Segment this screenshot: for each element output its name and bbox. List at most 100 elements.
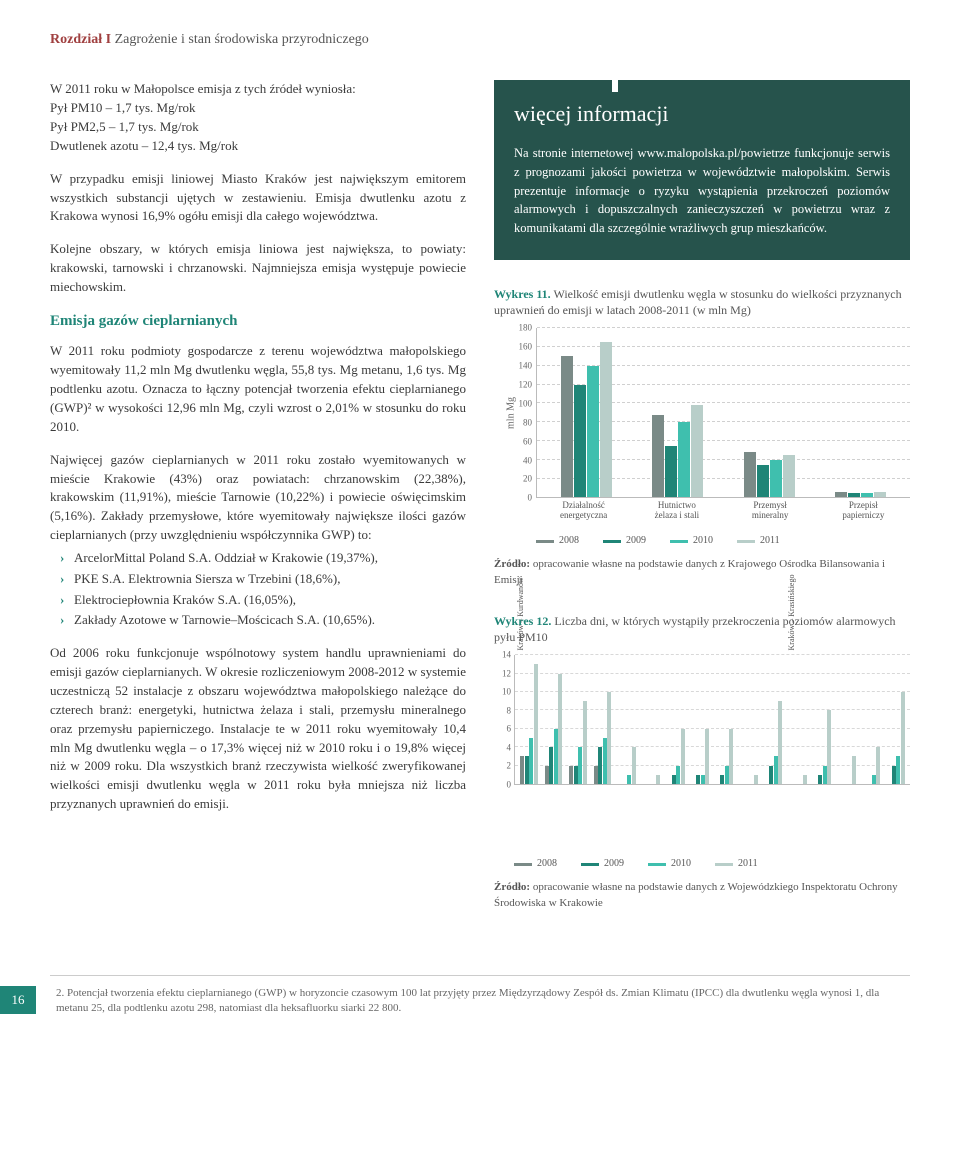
- bar: [872, 775, 876, 784]
- para-3: Kolejne obszary, w których emisja liniow…: [50, 240, 466, 297]
- para-6: Od 2006 roku funkcjonuje wspólnotowy sys…: [50, 644, 466, 814]
- bar: [701, 775, 705, 784]
- bar: [545, 766, 549, 784]
- bar: [835, 492, 847, 498]
- bar: [569, 766, 573, 784]
- legend-item: 2008: [514, 857, 557, 872]
- bar-group: [810, 655, 834, 784]
- ytick: 80: [523, 416, 532, 429]
- bar: [656, 775, 660, 784]
- bar: [529, 738, 533, 784]
- ytick: 14: [502, 649, 511, 662]
- ytick: 6: [507, 723, 512, 736]
- bar: [587, 366, 599, 497]
- bar: [665, 446, 677, 498]
- legend-item: 2011: [737, 534, 780, 549]
- ytick: 10: [502, 686, 511, 699]
- bar: [769, 766, 773, 784]
- chart12-title: Wykres 12. Liczba dni, w których wystąpi…: [494, 613, 910, 645]
- bar-group: [664, 655, 688, 784]
- list-item: Zakłady Azotowe w Tarnowie–Mościcach S.A…: [74, 611, 466, 630]
- chart11: mln Mg020406080100120140160180Działalnoś…: [494, 328, 910, 549]
- bar: [691, 405, 703, 497]
- footer: 16 2. Potencjał tworzenia efektu cieplar…: [50, 975, 910, 1016]
- bar: [561, 356, 573, 497]
- bar: [676, 766, 680, 784]
- bar-group: [639, 655, 663, 784]
- bar: [574, 385, 586, 498]
- bar: [627, 775, 631, 784]
- chart11-ylabel: mln Mg: [505, 397, 520, 429]
- para-4: W 2011 roku podmioty gospodarcze z teren…: [50, 342, 466, 436]
- bar: [607, 692, 611, 784]
- bar: [783, 455, 795, 497]
- bar: [852, 756, 856, 784]
- bar: [534, 664, 538, 784]
- bar: [600, 342, 612, 497]
- chart12-legend: 2008 2009 2010 2011: [514, 857, 910, 872]
- bar-group: [632, 328, 723, 497]
- bar-group: [737, 655, 761, 784]
- bar: [848, 493, 860, 498]
- ytick: 100: [519, 397, 533, 410]
- legend-item: 2010: [648, 857, 691, 872]
- chart12-source: Źródło: opracowanie własne na podstawie …: [494, 880, 910, 912]
- ytick: 120: [519, 378, 533, 391]
- ytick: 20: [523, 473, 532, 486]
- list-item: ArcelorMittal Poland S.A. Oddział w Krak…: [74, 549, 466, 568]
- chapter-num: Rozdział I: [50, 32, 111, 47]
- bar-group: [761, 655, 785, 784]
- bar: [744, 452, 756, 497]
- bar: [558, 674, 562, 785]
- ytick: 4: [507, 741, 512, 754]
- bar-group: [713, 655, 737, 784]
- ytick: 8: [507, 704, 512, 717]
- info-box: więcej informacji Na stronie internetowe…: [494, 80, 910, 260]
- bar-group: [566, 655, 590, 784]
- bar: [720, 775, 724, 784]
- xlabel: Przepisłpapierniczy: [817, 501, 910, 521]
- para-2: W przypadku emisji liniowej Miasto Krakó…: [50, 170, 466, 227]
- para-5: Najwięcej gazów cieplarnianych w 2011 ro…: [50, 451, 466, 545]
- legend-item: 2011: [715, 857, 758, 872]
- bar: [861, 493, 873, 498]
- legend-item: 2009: [581, 857, 624, 872]
- bar: [598, 747, 602, 784]
- bar: [803, 775, 807, 784]
- bar-group: [815, 328, 906, 497]
- bar: [757, 465, 769, 497]
- chart11-source: Źródło: opracowanie własne na podstawie …: [494, 557, 910, 589]
- legend-item: 2009: [603, 534, 646, 549]
- bar-group: [541, 328, 632, 497]
- chart11-title: Wykres 11. Wielkość emisji dwutlenku węg…: [494, 286, 910, 318]
- bar: [774, 756, 778, 784]
- bar-group: [541, 655, 565, 784]
- info-title: więcej informacji: [514, 98, 890, 130]
- bar-group: [688, 655, 712, 784]
- bar: [681, 729, 685, 784]
- bar-group: [724, 328, 815, 497]
- list-item: Elektrociepłownia Kraków S.A. (16,05%),: [74, 591, 466, 610]
- bar: [578, 747, 582, 784]
- legend-item: 2008: [536, 534, 579, 549]
- info-mark-icon: [612, 72, 618, 92]
- chapter-header: Rozdział I Zagrożenie i stan środowiska …: [50, 30, 910, 50]
- bar: [729, 729, 733, 784]
- ytick: 12: [502, 667, 511, 680]
- page-number: 16: [0, 986, 36, 1014]
- xlabel: Hutnictwożelaza i stali: [630, 501, 723, 521]
- ytick: 40: [523, 454, 532, 467]
- chart11-legend: 2008200920102011: [536, 534, 910, 549]
- bar: [672, 775, 676, 784]
- bar: [574, 766, 578, 784]
- bar: [827, 710, 831, 784]
- bar: [583, 701, 587, 784]
- ytick: 180: [519, 322, 533, 335]
- xlabel: Przemysłmineralny: [724, 501, 817, 521]
- bar: [696, 775, 700, 784]
- ytick: 60: [523, 435, 532, 448]
- bar: [549, 747, 553, 784]
- section-heading: Emisja gazów cieplarnianych: [50, 311, 466, 333]
- bar: [876, 747, 880, 784]
- para-intro: W 2011 roku w Małopolsce emisja z tych ź…: [50, 80, 466, 155]
